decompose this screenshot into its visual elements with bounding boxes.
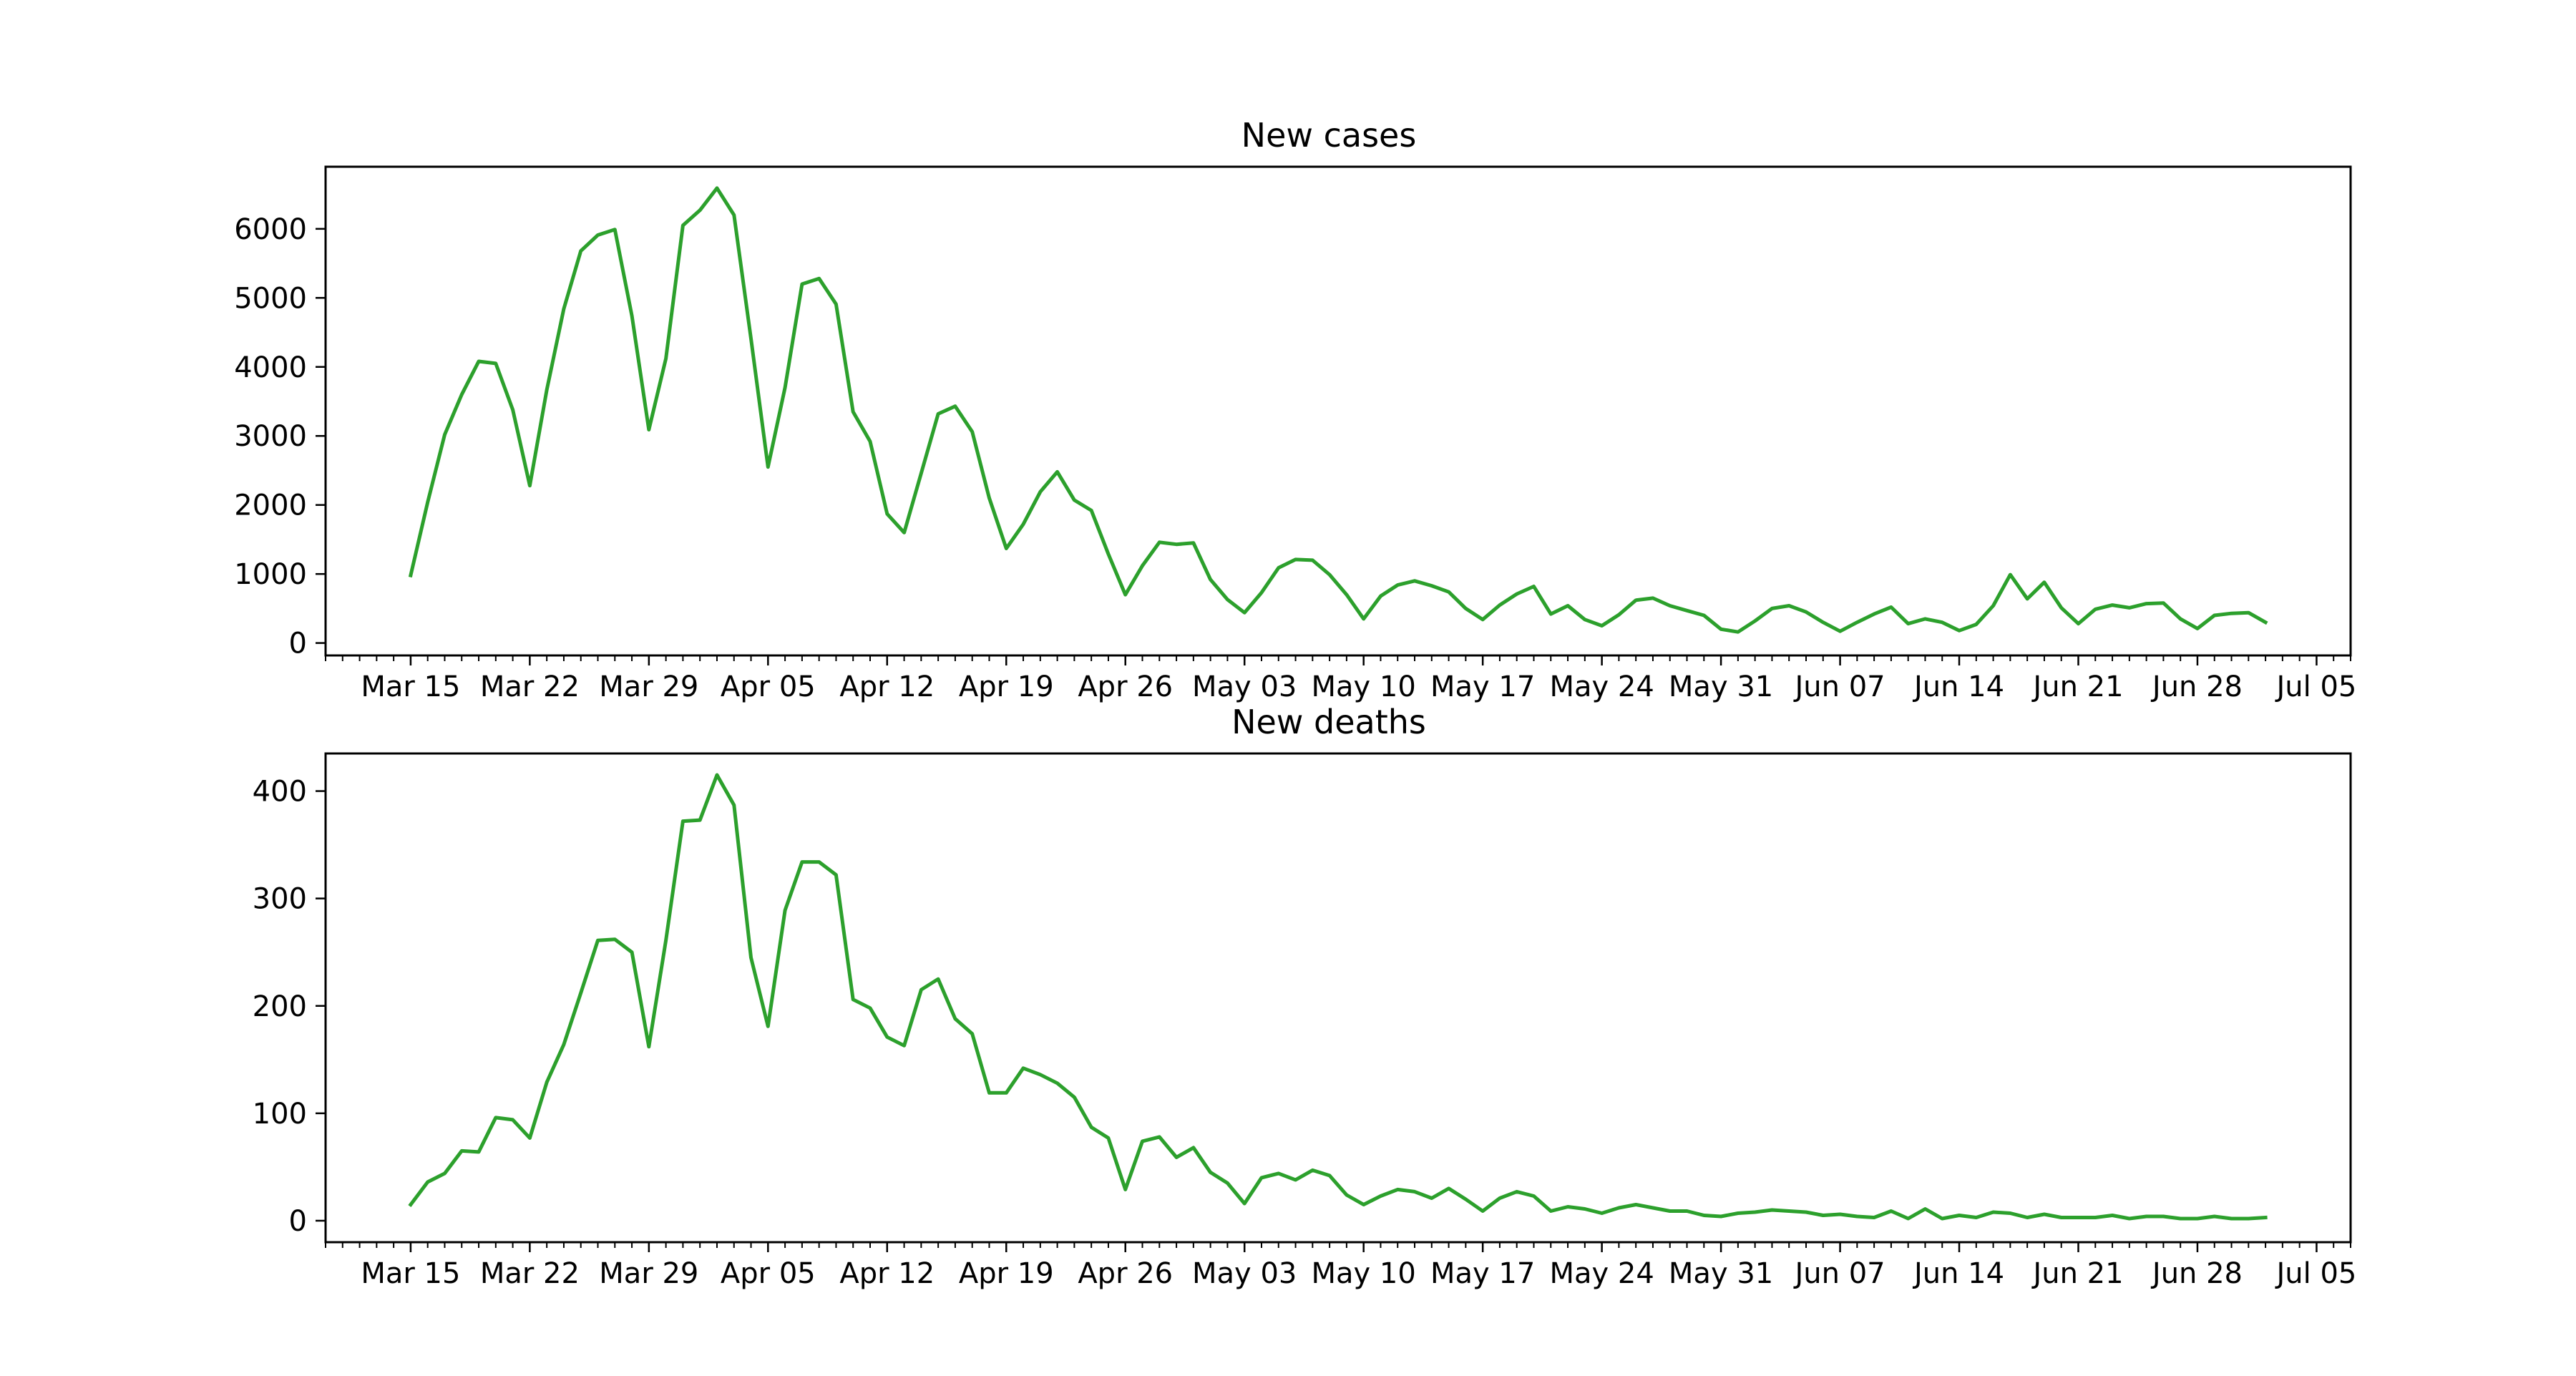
x-tick-label: May 10 xyxy=(1312,1257,1416,1290)
x-tick-label: May 03 xyxy=(1192,670,1297,703)
y-tick-label: 6000 xyxy=(234,213,307,246)
x-tick-label: Jun 07 xyxy=(1792,670,1885,703)
x-tick-label: Apr 19 xyxy=(959,670,1054,703)
plot-area: Mar 15 Mar 22 Mar 29 Apr 05 Apr 12 Apr 19 Apr … xyxy=(234,186,2356,703)
x-tick-label: Jun 07 xyxy=(1792,1257,1885,1290)
x-tick-label: Jun 14 xyxy=(1912,670,2004,703)
x-tick-label: Jul 05 xyxy=(2274,670,2356,703)
x-tick-label: Jun 28 xyxy=(2150,670,2243,703)
x-tick-label: Mar 15 xyxy=(361,670,460,703)
y-tick-label: 3000 xyxy=(234,420,307,453)
y-tick-label: 200 xyxy=(253,990,307,1023)
x-tick-label: Apr 05 xyxy=(721,670,816,703)
axes-frame xyxy=(324,165,2352,657)
x-tick-label: Jun 28 xyxy=(2150,1257,2243,1290)
x-tick-label: Jul 05 xyxy=(2274,1257,2356,1290)
plot-area: Mar 15 Mar 22 Mar 29 Apr 05 Apr 12 Apr 19 Apr … xyxy=(253,773,2356,1290)
x-tick-label: Mar 15 xyxy=(361,1257,460,1290)
y-tick-label: 5000 xyxy=(234,282,307,315)
chart-new-deaths: New deaths Mar 15 Mar 22 Mar 29 Apr 05 Apr 1… xyxy=(253,703,2357,1290)
y-tick-label: 100 xyxy=(253,1098,307,1131)
y-tick-label: 4000 xyxy=(234,351,307,384)
x-tick-label: May 03 xyxy=(1192,1257,1297,1290)
x-tick-label: Jun 21 xyxy=(2031,670,2123,703)
axes-frame xyxy=(324,752,2352,1244)
y-tick-label: 1000 xyxy=(234,558,307,591)
x-tick-label: May 17 xyxy=(1430,1257,1535,1290)
x-tick-label: May 17 xyxy=(1430,670,1535,703)
x-tick-label: Mar 22 xyxy=(480,1257,580,1290)
chart-new-cases: New cases Mar 15 Mar 22 Mar 29 Apr 05 Apr 12… xyxy=(234,116,2356,703)
y-tick-label: 400 xyxy=(253,776,307,809)
x-tick-label: May 24 xyxy=(1549,670,1654,703)
x-tick-label: Mar 22 xyxy=(480,670,580,703)
x-tick-label: Jun 21 xyxy=(2031,1257,2123,1290)
x-tick-label: Apr 26 xyxy=(1078,670,1173,703)
x-tick-label: Apr 19 xyxy=(959,1257,1054,1290)
x-tick-label: May 10 xyxy=(1312,670,1416,703)
x-tick-label: May 31 xyxy=(1669,670,1773,703)
y-tick-label: 2000 xyxy=(234,489,307,522)
y-tick-label: 0 xyxy=(289,628,307,660)
x-tick-label: Apr 12 xyxy=(839,1257,935,1290)
y-tick-label: 0 xyxy=(289,1205,307,1238)
x-tick-label: May 31 xyxy=(1669,1257,1773,1290)
series-line xyxy=(408,186,2268,634)
series-line xyxy=(408,773,2268,1221)
chart-title: New cases xyxy=(1241,116,1417,155)
x-tick-label: Mar 29 xyxy=(599,670,698,703)
x-tick-label: Mar 29 xyxy=(599,1257,698,1290)
x-tick-label: Apr 26 xyxy=(1078,1257,1173,1290)
x-tick-label: Apr 12 xyxy=(839,670,935,703)
x-tick-label: May 24 xyxy=(1549,1257,1654,1290)
x-tick-label: Apr 05 xyxy=(721,1257,816,1290)
x-tick-label: Jun 14 xyxy=(1912,1257,2004,1290)
chart-title: New deaths xyxy=(1231,703,1426,741)
y-tick-label: 300 xyxy=(253,883,307,916)
